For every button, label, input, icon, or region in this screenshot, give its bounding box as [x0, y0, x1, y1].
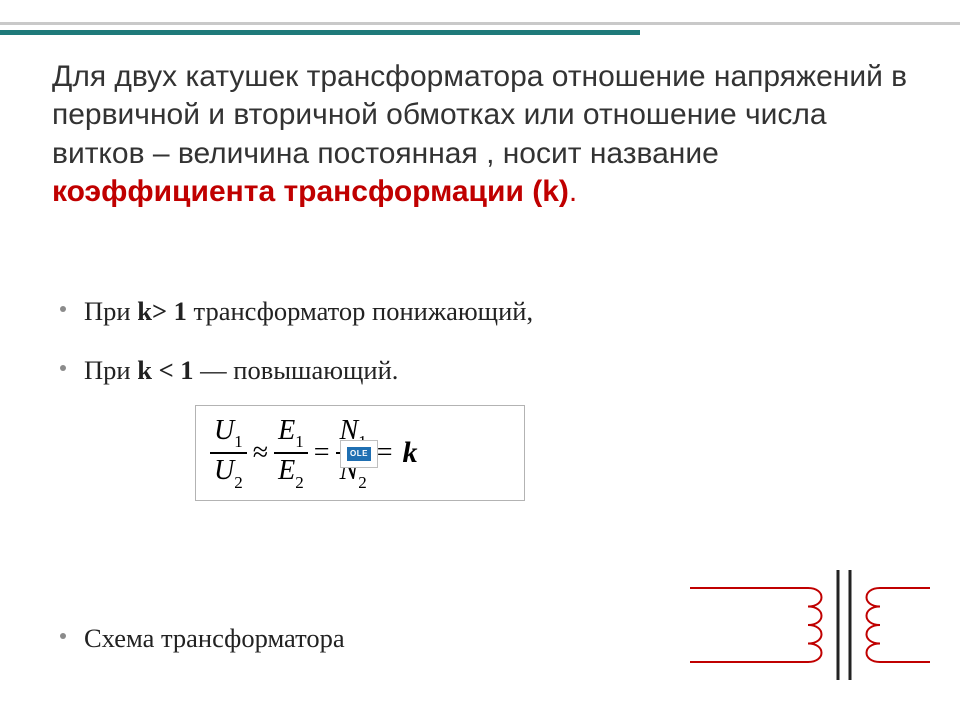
frac1-den-var: U	[214, 455, 234, 486]
slide: Для двух катушек трансформатора отношени…	[0, 0, 960, 720]
bullet-1-bold: k> 1	[137, 296, 187, 326]
formula-content: U1 U2 ≈ E1 E2 = N1 N2 = k	[210, 406, 418, 500]
result-k: k	[399, 436, 418, 470]
ole-badge: OLE	[347, 447, 371, 461]
bullet-item-2: При k < 1 — повышающий.	[60, 354, 900, 387]
frac2-den-var: E	[278, 455, 295, 486]
fraction-e: E1 E2	[274, 416, 308, 491]
schematic-svg	[690, 570, 930, 680]
ole-placeholder-icon: OLE	[340, 440, 378, 468]
transformer-schematic	[690, 570, 930, 680]
bullet-1-prefix: При	[84, 296, 137, 326]
frac2-num-sub: 1	[295, 432, 304, 451]
decor-rule-gray	[0, 22, 960, 25]
slide-title: Для двух катушек трансформатора отношени…	[52, 58, 908, 212]
op-eq-1: =	[308, 437, 336, 469]
bullet-dot-icon	[60, 633, 66, 639]
title-highlight: коэффициента трансформации (k)	[52, 175, 569, 208]
op-approx: ≈	[247, 437, 274, 469]
frac2-den-sub: 2	[295, 473, 304, 492]
frac1-num-sub: 1	[234, 432, 243, 451]
bullet-2-bold: k < 1	[137, 355, 193, 385]
bullet-2-suffix: — повышающий.	[194, 355, 399, 385]
frac3-den-sub: 2	[358, 473, 367, 492]
decor-rule-teal	[0, 30, 640, 35]
frac2-bar	[274, 452, 308, 454]
frac2-num-var: E	[278, 415, 295, 446]
bullet-2-prefix: При	[84, 355, 137, 385]
fraction-u: U1 U2	[210, 416, 247, 491]
title-lead: Для двух катушек трансформатора отношени…	[52, 60, 907, 170]
frac1-num-var: U	[214, 415, 234, 446]
bullet-dot-icon	[60, 306, 66, 312]
frac1-bar	[210, 452, 247, 454]
bullet-1-suffix: трансформатор понижающий,	[187, 296, 533, 326]
bullet-3-text: Схема трансформатора	[84, 623, 345, 653]
title-tail: .	[569, 175, 577, 208]
frac1-den-sub: 2	[234, 473, 243, 492]
bullet-item-1: При k> 1 трансформатор понижающий,	[60, 295, 900, 328]
bullet-dot-icon	[60, 365, 66, 371]
